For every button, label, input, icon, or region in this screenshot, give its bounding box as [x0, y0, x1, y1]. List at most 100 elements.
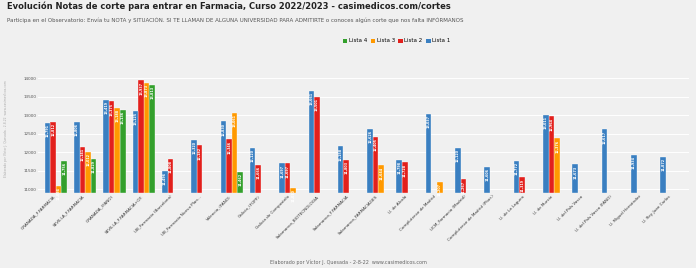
Bar [548, 117, 554, 193]
Text: 12,405: 12,405 [374, 138, 377, 151]
Bar [519, 177, 525, 193]
Text: 12,376: 12,376 [555, 139, 559, 152]
Text: 11,606: 11,606 [485, 168, 489, 181]
Bar [601, 129, 607, 193]
Text: 13,136: 13,136 [121, 111, 125, 124]
Text: 11,829: 11,829 [92, 160, 95, 173]
Bar [56, 186, 61, 193]
Bar [255, 165, 261, 193]
Bar [554, 138, 560, 193]
Bar [279, 163, 285, 193]
Text: 11,772: 11,772 [514, 162, 519, 175]
Text: 11,872: 11,872 [661, 158, 665, 171]
Bar [79, 147, 85, 193]
Bar [144, 83, 150, 193]
Bar [226, 139, 232, 193]
Bar [61, 161, 67, 193]
Text: 12,182: 12,182 [198, 147, 202, 160]
Bar [631, 155, 637, 193]
Text: 11,756: 11,756 [62, 162, 66, 176]
Text: 12,626: 12,626 [368, 130, 372, 143]
Bar [426, 114, 432, 193]
Text: 12,830: 12,830 [221, 122, 226, 136]
Bar [367, 129, 373, 193]
Bar [338, 146, 343, 193]
Bar [290, 188, 296, 193]
Text: 12,012: 12,012 [86, 153, 90, 166]
Text: 11,697: 11,697 [285, 165, 290, 177]
Text: 12,812: 12,812 [51, 123, 55, 136]
Text: 12,791: 12,791 [45, 124, 49, 137]
Text: 11,673: 11,673 [574, 165, 577, 178]
Bar [162, 171, 168, 193]
Text: 13,813: 13,813 [150, 86, 154, 99]
Bar [232, 113, 237, 193]
Bar [50, 122, 56, 193]
Bar [572, 164, 578, 193]
Text: 12,120: 12,120 [251, 149, 255, 162]
Text: 13,037: 13,037 [427, 115, 431, 128]
Bar [115, 108, 120, 193]
Bar [314, 96, 319, 193]
Text: 11,666: 11,666 [256, 166, 260, 179]
Bar [90, 159, 96, 193]
Bar [455, 148, 461, 193]
Bar [109, 101, 115, 193]
Text: 11,798: 11,798 [397, 161, 402, 174]
Bar [543, 115, 548, 193]
Text: 12,141: 12,141 [81, 148, 84, 161]
Bar [661, 157, 666, 193]
Bar [191, 140, 197, 193]
Bar [150, 85, 155, 193]
Text: Participa en el Observatorio: Envía tu NOTA y SITUACIÓN. SI TE LLAMAN DE ALGUNA : Participa en el Observatorio: Envía tu N… [7, 17, 464, 23]
Text: 13,661: 13,661 [309, 92, 313, 105]
Bar [461, 179, 466, 193]
Bar [237, 172, 243, 193]
Bar [379, 165, 384, 193]
Bar [484, 167, 490, 193]
Text: 13,061: 13,061 [232, 114, 237, 127]
Text: 13,937: 13,937 [139, 81, 143, 95]
Text: 13,011: 13,011 [544, 116, 548, 129]
Text: 13,419: 13,419 [104, 101, 108, 114]
Text: 11,267: 11,267 [461, 180, 466, 193]
Bar [45, 123, 50, 193]
Text: 11,319: 11,319 [520, 178, 524, 192]
Text: 11,808: 11,808 [168, 161, 173, 173]
Text: 12,320: 12,320 [192, 142, 196, 154]
Bar [139, 80, 144, 193]
Bar [85, 152, 90, 193]
Bar [133, 110, 139, 193]
Text: 13,125: 13,125 [134, 112, 137, 125]
Bar [250, 148, 255, 193]
Text: 13,375: 13,375 [110, 102, 113, 116]
Text: 12,617: 12,617 [603, 131, 606, 144]
Bar [308, 91, 314, 193]
Text: 11,728: 11,728 [403, 163, 407, 177]
Text: 11,803: 11,803 [345, 161, 348, 174]
Bar [402, 162, 408, 193]
Bar [168, 159, 173, 193]
Text: 11,207: 11,207 [438, 183, 442, 196]
Text: Evolución Notas de corte para entrar en Farmacia, Curso 2022/2023 - casimedicos.: Evolución Notas de corte para entrar en … [7, 1, 451, 11]
Text: 12,964: 12,964 [549, 118, 553, 131]
Text: 12,806: 12,806 [75, 124, 79, 136]
Bar [197, 146, 203, 193]
Text: 11,462: 11,462 [238, 173, 242, 186]
Text: 12,120: 12,120 [456, 149, 460, 162]
Bar [514, 161, 519, 193]
Bar [285, 163, 290, 193]
Bar [343, 159, 349, 193]
Text: Elaborado por Víctor J. Quesada - 2-8-22  www.casimedicos.com: Elaborado por Víctor J. Quesada - 2-8-22… [269, 260, 427, 265]
Text: Elaborado por Víctor J. Quesada - 2-8-22  www.casimedicos.com: Elaborado por Víctor J. Quesada - 2-8-22… [3, 80, 8, 177]
Text: 11,644: 11,644 [379, 166, 383, 180]
Bar [397, 160, 402, 193]
Legend: Lista 4, Lista 3, Lista 2, Lista 1: Lista 4, Lista 3, Lista 2, Lista 1 [341, 36, 452, 46]
Text: 12,346: 12,346 [227, 140, 231, 154]
Bar [373, 137, 379, 193]
Bar [120, 110, 126, 193]
Text: 11,030: 11,030 [291, 189, 295, 202]
Text: 11,094: 11,094 [56, 187, 61, 200]
Bar [103, 100, 109, 193]
Text: 13,501: 13,501 [315, 98, 319, 111]
